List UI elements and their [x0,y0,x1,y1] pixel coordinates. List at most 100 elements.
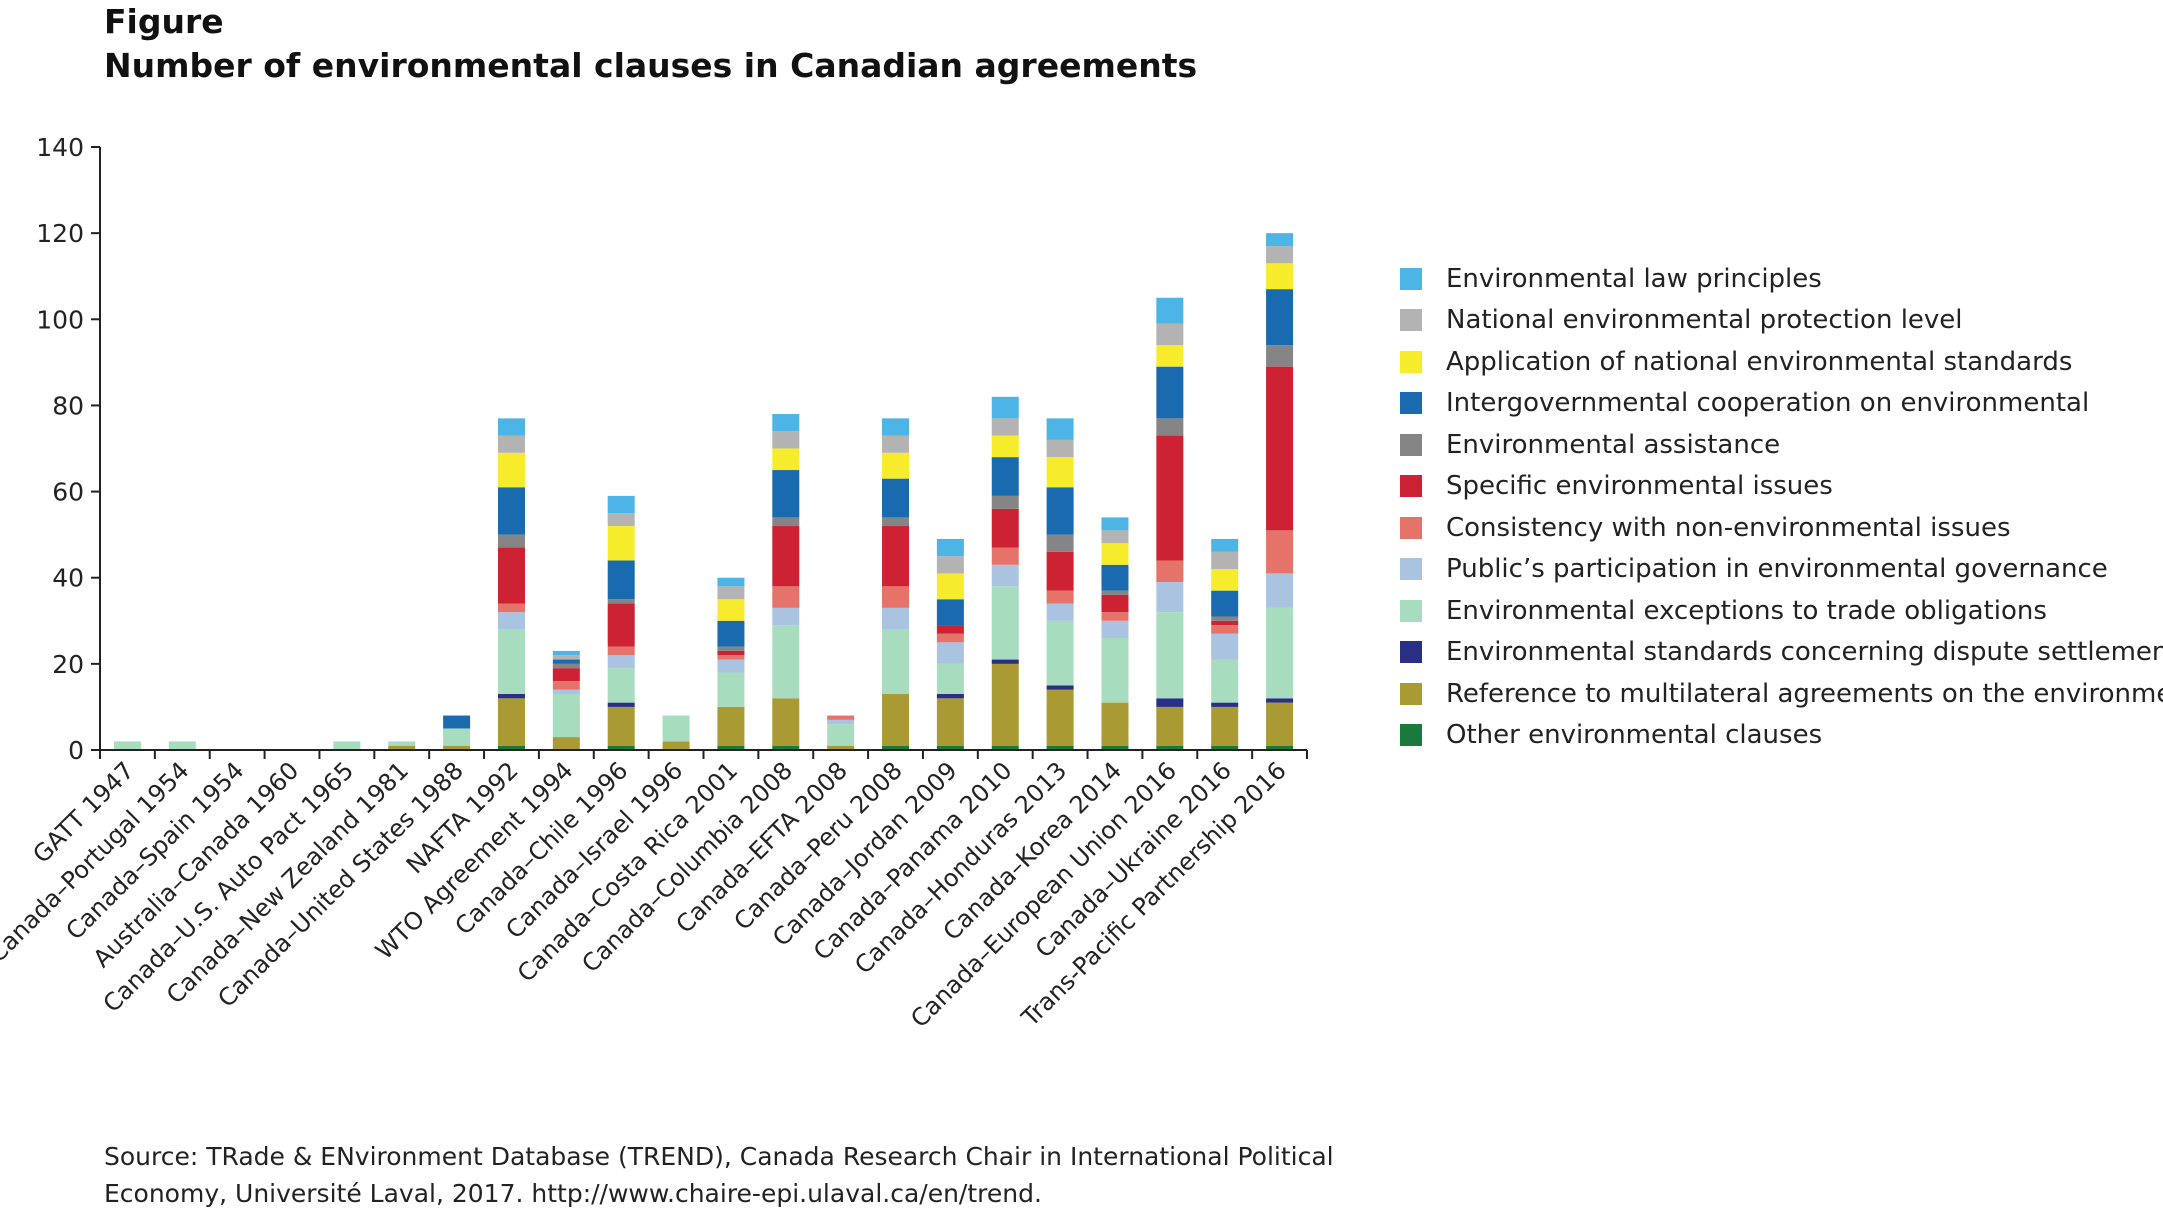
bar-segment [991,495,1019,509]
bar-segment [991,745,1019,750]
bar-segment [1046,590,1074,604]
title-block: Figure Number of environmental clauses i… [104,0,1197,88]
bar-segment [1266,698,1294,703]
bar-segment [772,470,800,518]
bar-segment [1046,689,1074,746]
bar-segment [1211,745,1239,750]
bar-segment [1266,530,1294,574]
bar-segment [717,650,745,656]
legend-swatch [1400,475,1422,498]
source-line-1: Source: TRade & ENvironment Database (TR… [104,1142,1334,1171]
y-axis: 0 20 40 60 80 100 120 140 [36,133,101,765]
bar-segment [1266,745,1294,750]
bar-segment [607,745,635,750]
bar-segment [552,689,580,695]
bar-segment [607,513,635,527]
bar-stack [991,396,1019,750]
legend-swatch [1400,350,1422,373]
legend-item: Consistency with non-environmental issue… [1400,507,2163,549]
bar-segment [882,694,910,746]
bar-segment [497,418,525,436]
bar-segment [607,495,635,514]
bar-segment [497,698,525,746]
bar-segment [717,599,745,621]
legend-swatch [1400,682,1422,705]
bars [113,233,1294,750]
legend-label: Reference to multilateral agreements on … [1446,678,2163,709]
legend-item: Public’s participation in environmental … [1400,549,2163,591]
bar-segment [1266,573,1294,608]
y-tick-label: 80 [52,391,84,420]
bar-segment [827,724,855,746]
bar-segment [552,668,580,682]
legend-swatch [1400,641,1422,664]
legend-item: Reference to multilateral agreements on … [1400,673,2163,715]
bar-segment [607,668,635,703]
bar-segment [1101,530,1129,544]
legend-item: National environmental protection level [1400,300,2163,342]
bar-segment [662,741,690,750]
legend-label: Intergovernmental cooperation on environ… [1446,388,2090,419]
bar-segment [168,741,196,750]
bar-segment [1156,435,1184,561]
y-tick-label: 40 [52,564,84,593]
bar-segment [1046,457,1074,488]
bar-segment [717,586,745,600]
bar-segment [1156,582,1184,613]
bar-segment [882,452,910,479]
bar-segment [607,560,635,600]
bar-segment [1156,745,1184,750]
bar-stack [1101,517,1129,750]
y-tick-label: 0 [68,736,84,765]
bar-segment [1211,569,1239,591]
bar-segment [1156,323,1184,346]
bar-segment [662,715,690,742]
bar-segment [497,745,525,750]
bar-segment [882,745,910,750]
bar-segment [717,745,745,750]
bar-segment [113,741,141,750]
bar-segment [552,663,580,669]
legend-label: Application of national environmental st… [1446,346,2073,377]
bar-segment [1156,345,1184,367]
bar-stack [772,414,800,750]
bar-segment [1266,289,1294,346]
bar-segment [1211,551,1239,570]
bar-segment [443,745,471,750]
bar-segment [772,698,800,746]
bar-segment [607,603,635,647]
source-note: Source: TRade & ENvironment Database (TR… [104,1138,1334,1212]
bar-segment [497,612,525,630]
bar-segment [827,719,855,725]
bar-stack [388,741,416,750]
bar-segment [1046,745,1074,750]
bar-segment [991,663,1019,746]
bar-segment [772,586,800,608]
legend-label: Environmental exceptions to trade obliga… [1446,595,2047,626]
bar-segment [936,698,964,746]
bar-segment [936,633,964,643]
bar-segment [991,418,1019,436]
bar-stack [936,538,964,750]
bar-segment [607,706,635,746]
bar-segment [497,435,525,453]
legend-item: Environmental assistance [1400,424,2163,466]
legend-item: Application of national environmental st… [1400,341,2163,383]
legend-swatch [1400,558,1422,581]
bar-stack [497,418,525,750]
bar-segment [497,629,525,695]
bar-segment [1211,706,1239,746]
bar-segment [717,659,745,673]
bar-stack [1211,538,1239,750]
legend-swatch [1400,392,1422,415]
bar-segment [772,517,800,527]
bar-segment [882,526,910,587]
bar-segment [1266,607,1294,699]
bar-segment [717,655,745,660]
bar-segment [1046,603,1074,621]
bar-segment [1211,625,1239,634]
bar-segment [882,418,910,436]
bar-segment [388,745,416,750]
bar-segment [936,599,964,626]
